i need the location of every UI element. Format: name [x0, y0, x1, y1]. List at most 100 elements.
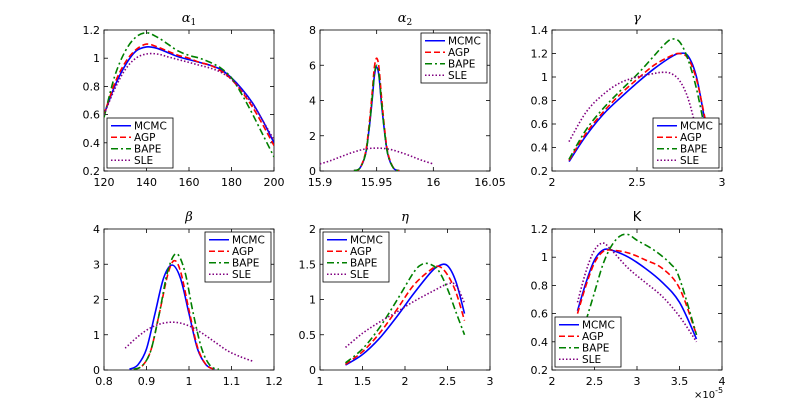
legend-label-sle: SLE [680, 155, 699, 167]
x-tick-label: 2.5 [439, 375, 457, 388]
y-tick-label: 1.5 [299, 258, 317, 271]
y-tick-label: 0 [309, 165, 316, 178]
x-tick-label: 2 [549, 375, 556, 388]
series-line-agp [568, 52, 706, 161]
legend-label-agp: AGP [680, 132, 701, 144]
y-tick-label: 0.5 [299, 329, 317, 342]
legend-label-mcmc: MCMC [350, 235, 383, 247]
chart-title: γ [633, 11, 641, 26]
chart-title-main: K [633, 210, 642, 225]
x-tick-label: 140 [136, 176, 157, 189]
series-group [576, 233, 698, 343]
y-tick-label: 6 [309, 59, 316, 72]
y-tick-label: 0.6 [531, 308, 549, 321]
y-tick-label: 8 [309, 24, 316, 37]
chart-title: β [184, 210, 193, 225]
series-line-sle [320, 147, 434, 165]
series-line-bape [353, 64, 400, 171]
chart-title: α1 [182, 11, 197, 28]
legend-label-mcmc: MCMC [582, 320, 615, 332]
y-tick-label: 1.2 [531, 223, 549, 236]
y-tick-label: 0 [93, 364, 100, 377]
legend-label-mcmc: MCMC [448, 36, 481, 48]
y-tick-label: 1 [541, 71, 548, 84]
y-tick-label: 0.8 [83, 80, 101, 93]
x-tick-label: 3 [719, 176, 726, 189]
chart-title-main: α [398, 11, 407, 26]
chart-title-main: η [401, 210, 409, 225]
y-tick-label: 0.4 [531, 142, 549, 155]
legend-label-mcmc: MCMC [680, 121, 713, 133]
legend-label-bape: BAPE [582, 343, 609, 355]
series-line-mcmc [345, 263, 466, 366]
x-tick-label: 2.5 [586, 375, 604, 388]
series-group [568, 38, 706, 163]
x-tick-label: 1.5 [354, 375, 372, 388]
legend-label-bape: BAPE [448, 59, 475, 71]
chart-title: K [633, 210, 642, 225]
y-tick-label: 3 [93, 258, 100, 271]
series-line-agp [345, 265, 466, 366]
series-line-bape [344, 262, 466, 364]
y-tick-label: 2 [309, 223, 316, 236]
y-tick-label: 4 [309, 95, 316, 108]
x-tick-label: 3 [487, 375, 494, 388]
y-tick-label: 0.4 [531, 336, 549, 349]
y-tick-label: 0.6 [83, 109, 101, 122]
x-tick-label: 4 [719, 375, 726, 388]
x-tick-label: 2.5 [628, 176, 646, 189]
chart-title-subscript: 1 [191, 18, 197, 28]
y-tick-label: 1.2 [531, 48, 549, 61]
legend-label-bape: BAPE [680, 144, 707, 156]
x-tick-label: 16 [426, 176, 440, 189]
series-line-agp [104, 43, 274, 146]
legend-label-sle: SLE [134, 155, 153, 167]
series-line-sle [124, 321, 253, 362]
legend-label-sle: SLE [232, 269, 251, 281]
y-tick-label: 1 [309, 294, 316, 307]
chart-title-main: β [184, 210, 193, 225]
x-tick-label: 160 [179, 176, 200, 189]
x-tick-label: 2 [549, 176, 556, 189]
y-tick-label: 2 [93, 294, 100, 307]
series-group [344, 262, 466, 366]
series-line-bape [133, 252, 220, 370]
y-tick-label: 1 [93, 329, 100, 342]
series-group [104, 31, 274, 158]
y-tick-label: 4 [93, 223, 100, 236]
chart-title-main: α [182, 11, 191, 26]
x-exponent-label: ×10-5 [694, 386, 723, 401]
series-line-mcmc [104, 45, 274, 144]
x-tick-label: 1.1 [223, 375, 241, 388]
series-line-mcmc [568, 52, 706, 163]
legend-label-bape: BAPE [134, 144, 161, 156]
legend-label-agp: AGP [582, 331, 603, 343]
legend-label-sle: SLE [582, 354, 601, 366]
y-tick-label: 0.2 [531, 364, 549, 377]
legend-label-sle: SLE [448, 70, 467, 82]
legend-label-bape: BAPE [232, 258, 259, 270]
panel-1: 120 140 160 180 2000.20.40.60.811.2α1MCMCAGP… [83, 11, 285, 189]
x-tick-label: 15.95 [361, 176, 393, 189]
series-line-sle [568, 71, 698, 142]
legend-label-agp: AGP [448, 47, 469, 59]
x-tick-label: 180 [221, 176, 242, 189]
series-group [320, 57, 434, 171]
series-line-agp [576, 249, 698, 336]
legend-label-mcmc: MCMC [134, 121, 167, 133]
legend-label-bape: BAPE [350, 258, 377, 270]
x-tick-label: 200 [264, 176, 285, 189]
y-tick-label: 0.2 [83, 165, 101, 178]
series-line-mcmc [576, 248, 698, 340]
panel-6: 2 2.5 3 3.5 4 0.2 0.4 0.6 0.8 1 1.2 K ×10-5 MCMCAGPBA… [531, 210, 726, 401]
y-tick-label: 0.6 [531, 118, 549, 131]
chart-title: η [401, 210, 409, 225]
